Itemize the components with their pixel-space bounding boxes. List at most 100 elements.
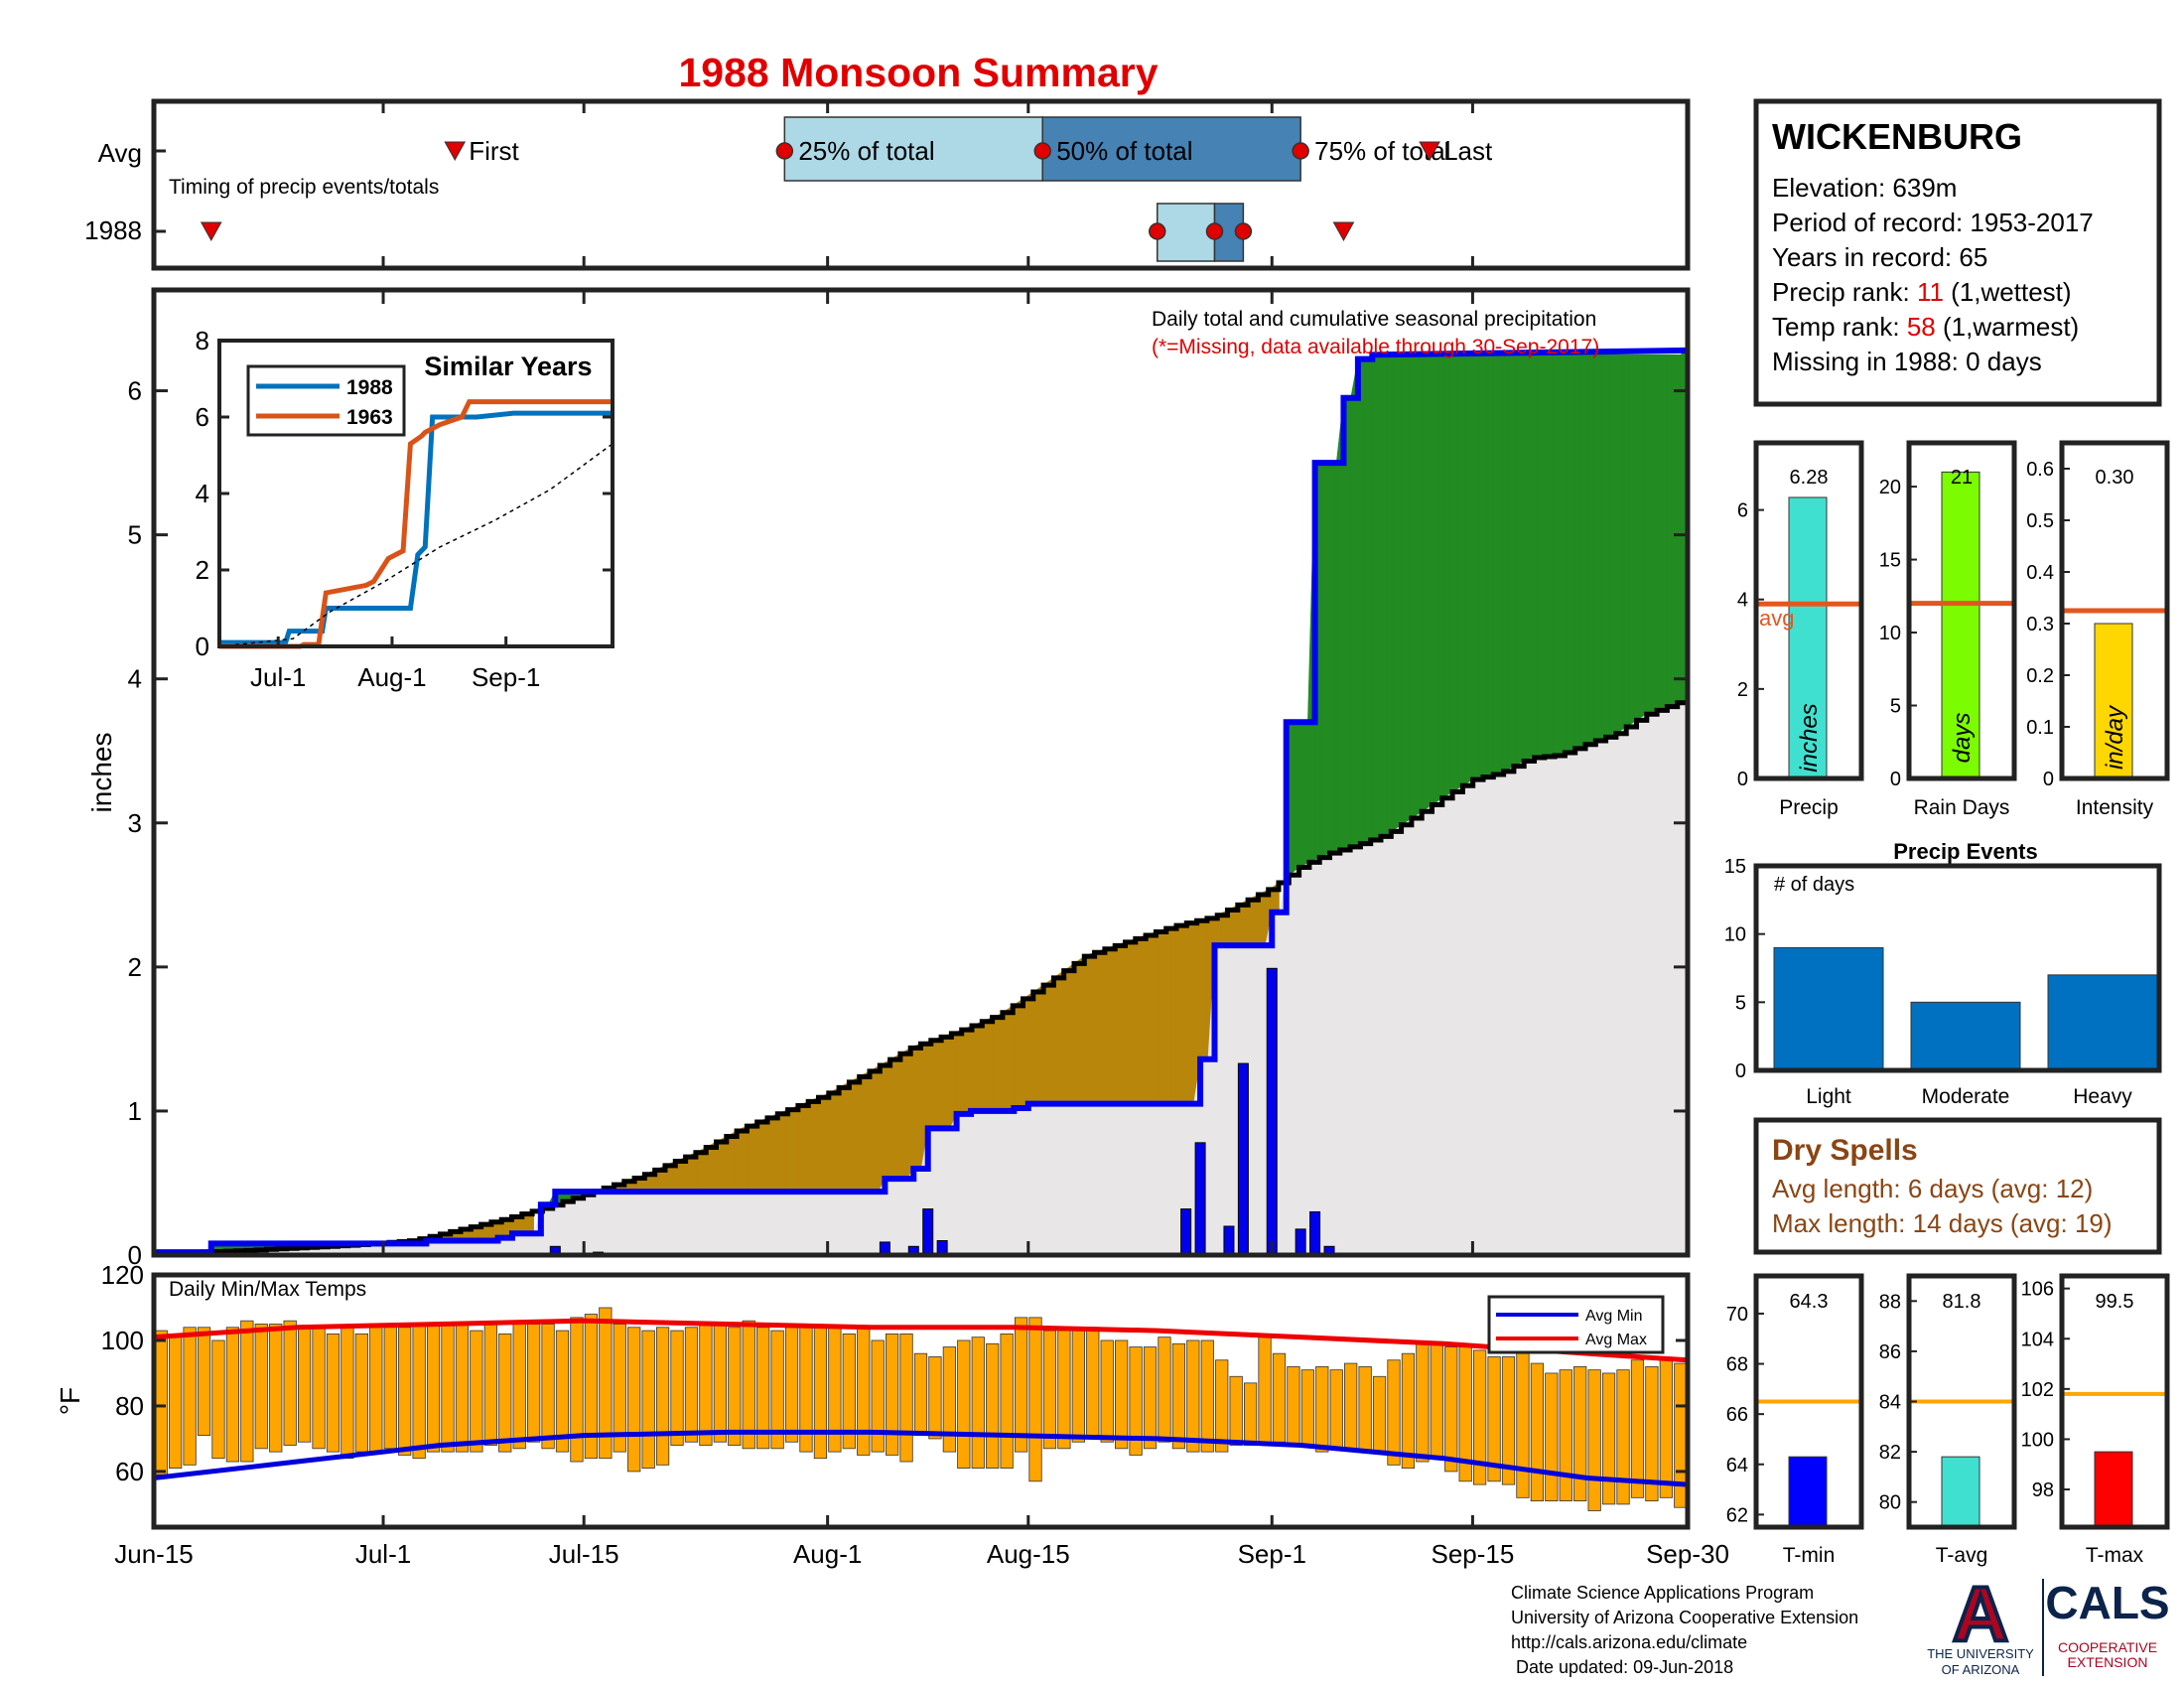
observed-cumulative-line <box>154 347 1689 1256</box>
daily-temp-bar <box>240 1320 254 1463</box>
surplus-area <box>1415 353 1424 817</box>
daily-temp-bar <box>1430 1342 1443 1460</box>
tmini-ytick-label: 68 <box>1726 1354 1748 1376</box>
obs-last-marker <box>1332 221 1355 242</box>
deficit-area <box>898 1050 907 1180</box>
tmini-value-label: 99.5 <box>2096 1291 2134 1313</box>
station-info-box: WICKENBURG Elevation: 639m Period of rec… <box>1753 98 2162 407</box>
daily-temp-bar <box>986 1342 1000 1470</box>
daily-temp-bar <box>555 1330 570 1453</box>
tmini-frame <box>1753 1273 1864 1530</box>
missing-note: (*=Missing, data available through 30-Se… <box>1152 336 1599 358</box>
temp-ytick-label: 80 <box>115 1391 144 1421</box>
temp-ytick-label: 100 <box>101 1326 144 1355</box>
figure-title: 1988 Monsoon Summary <box>678 50 1158 95</box>
mini-frame <box>1753 440 1864 781</box>
avg-p75-marker <box>1292 142 1309 160</box>
daily-temp-bar <box>570 1317 584 1463</box>
daily-temp-bar <box>541 1324 555 1450</box>
daily-temp-bar <box>627 1327 641 1473</box>
main-annotation: Daily total and cumulative seasonal prec… <box>1152 308 1596 331</box>
daily-temp-bar <box>957 1339 971 1470</box>
surplus-area <box>1464 353 1473 785</box>
daily-temp-bar <box>1659 1359 1673 1498</box>
surplus-area <box>1400 353 1409 826</box>
avg-first-label: First <box>469 136 519 166</box>
deficit-area <box>827 1089 836 1193</box>
daily-temp-bar <box>1000 1333 1014 1470</box>
surplus-area <box>1666 353 1674 708</box>
daily-temp-bar <box>770 1330 784 1450</box>
mini-category-label: Precip <box>1779 796 1839 819</box>
footer-line-1: Climate Science Applications Program <box>1511 1583 1814 1603</box>
mini-avg-text: avg <box>1759 606 1794 631</box>
x-tick-label: Sep-30 <box>1646 1539 1729 1569</box>
university-of-arizona-logo: A THE UNIVERSITY OF ARIZONA <box>1927 1568 2034 1677</box>
inset-ytick-label: 2 <box>196 555 209 585</box>
obs-p25-marker <box>1148 222 1166 240</box>
tmini-bar-0 <box>1788 1456 1828 1528</box>
surplus-area <box>1637 353 1645 721</box>
daily-temp-bar <box>1501 1356 1516 1485</box>
mini-value-label: 21 <box>1951 467 1973 489</box>
daily-temp-bar <box>312 1327 326 1450</box>
surplus-area <box>1544 353 1553 758</box>
temps-ylabel: °F <box>55 1387 85 1415</box>
mini-ytick-label: 0.5 <box>2026 510 2054 532</box>
precip-events-panel: Precip Events # of days 0 5 10 15 Light Moder… <box>1724 839 2162 1108</box>
avg-last-marker <box>1419 141 1440 162</box>
daily-temp-bar <box>1516 1352 1530 1498</box>
deficit-area <box>784 1107 792 1193</box>
deficit-area <box>748 1122 756 1193</box>
main-ytick-label: 6 <box>128 376 142 406</box>
deficit-area <box>1056 969 1065 1104</box>
surplus-area <box>1493 353 1502 775</box>
tmini-ytick-label: 66 <box>1726 1404 1748 1426</box>
daily-temp-bar <box>1158 1336 1171 1443</box>
deficit-area <box>1049 974 1057 1104</box>
deficit-area <box>870 1065 879 1193</box>
main-ytick-label: 5 <box>128 520 142 550</box>
obs-25-50-box <box>1156 203 1216 262</box>
daily-temp-bar <box>470 1330 483 1453</box>
events-bar-moderate <box>1910 1001 2021 1071</box>
daily-temp-bar <box>871 1339 885 1453</box>
x-tick-label: Jul-15 <box>549 1539 619 1569</box>
daily-temp-bar <box>1587 1369 1601 1511</box>
daily-temp-bar <box>455 1324 470 1453</box>
deficit-area <box>891 1054 900 1180</box>
events-ytick-label: 10 <box>1724 924 1746 946</box>
surplus-area <box>1629 353 1638 725</box>
tmini-ytick-label: 86 <box>1879 1341 1901 1363</box>
daily-temp-bar <box>1487 1356 1501 1482</box>
avg-p25-label: 25% of total <box>798 136 934 166</box>
events-ytick-label: 5 <box>1735 992 1746 1014</box>
daily-precip-bar <box>1237 1062 1249 1256</box>
tmini-ytick-label: 88 <box>1879 1291 1901 1313</box>
deficit-area <box>999 1009 1008 1112</box>
temperature-panel: 60 80 100 120 Daily Min/Max Temps °F Avg Mi… <box>55 1260 1691 1530</box>
events-category-label: Moderate <box>1922 1085 2010 1108</box>
temp-mini-charts: 64.3 62 64 66 68 70 T-min 81.8 80 82 84 86 88 T-avg 99… <box>1726 1273 2170 1567</box>
surplus-area <box>1508 353 1517 770</box>
deficit-area <box>1021 994 1029 1109</box>
surplus-area <box>1572 353 1581 751</box>
surplus-area <box>1601 353 1609 740</box>
x-tick-label: Jul-1 <box>355 1539 411 1569</box>
daily-temp-bar <box>154 1330 168 1476</box>
deficit-area <box>798 1101 807 1193</box>
obs-p75-marker <box>1234 222 1253 240</box>
tmini-ytick-label: 98 <box>2032 1479 2054 1501</box>
surplus-area <box>1551 353 1560 757</box>
surplus-area <box>1644 353 1653 716</box>
daily-temp-bar <box>1086 1327 1100 1440</box>
x-tick-label: Aug-15 <box>987 1539 1070 1569</box>
main-ytick-label: 1 <box>128 1096 142 1126</box>
station-precip-rank: Precip rank: 11 (1,wettest) <box>1772 277 2072 307</box>
mini-value-label: 6.28 <box>1790 467 1829 489</box>
daily-temp-bar <box>599 1307 613 1460</box>
temps-label: Daily Min/Max Temps <box>169 1278 366 1301</box>
daily-temp-bar <box>1215 1359 1229 1453</box>
x-tick-label: Jun-15 <box>114 1539 194 1569</box>
surplus-area <box>1500 353 1509 774</box>
